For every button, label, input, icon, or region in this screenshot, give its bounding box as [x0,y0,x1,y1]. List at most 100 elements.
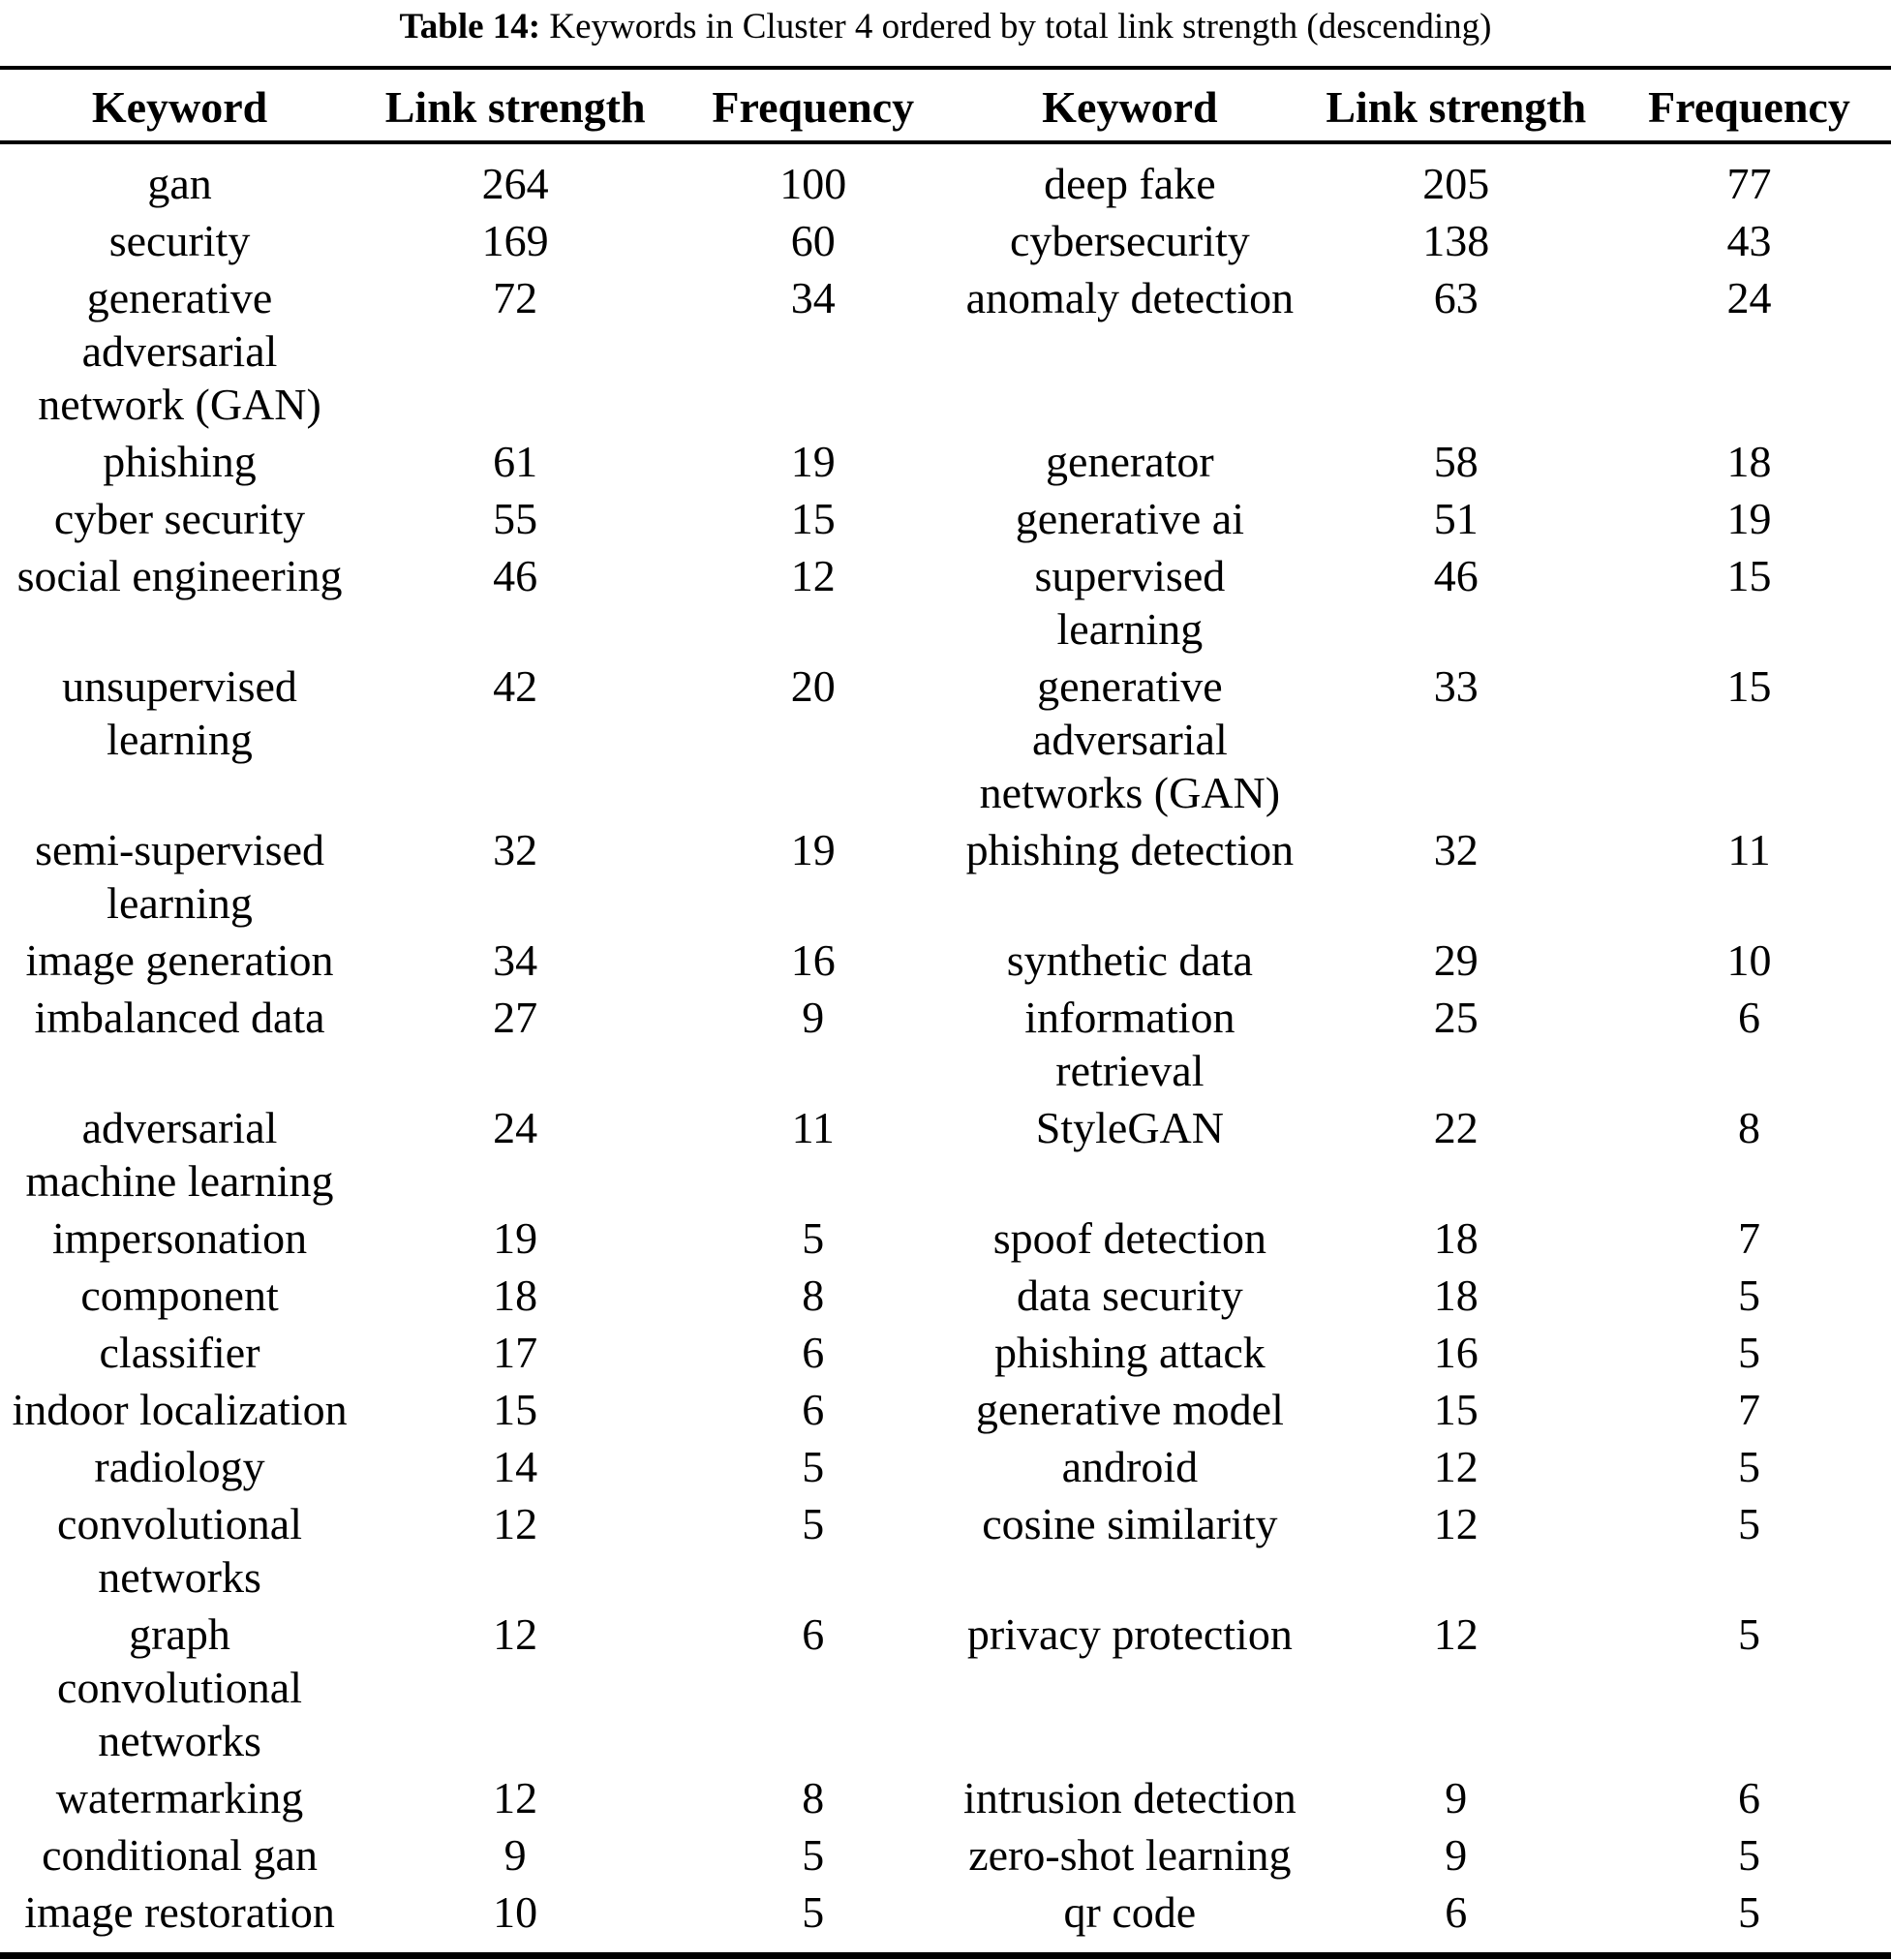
link-strength-cell: 51 [1433,494,1479,543]
link-strength-cell: 14 [493,1442,538,1491]
frequency-cell: 6 [1738,993,1760,1042]
table-row: semi-supervised learning 32 19 phishing det… [0,823,1891,934]
link-strength-cell: 12 [493,1773,538,1822]
keyword-cell: information retrieval [1024,993,1235,1095]
keyword-cell: cybersecurity [1009,216,1250,265]
keyword-cell: android [1061,1442,1199,1491]
header-link-strength-left: Link strength [359,70,672,144]
keyword-cell: semi-supervised learning [35,825,324,928]
frequency-cell: 18 [1726,437,1772,486]
frequency-cell: 77 [1726,159,1772,208]
header-keyword-left: Keyword [0,70,360,144]
keyword-cell: intrusion detection [963,1773,1296,1822]
keyword-cell: synthetic data [1006,935,1253,985]
table-row: cyber security 55 15 generative ai 51 19 [0,492,1891,549]
frequency-cell: 11 [1727,825,1771,874]
link-strength-cell: 138 [1422,216,1490,265]
link-strength-cell: 15 [1433,1385,1479,1434]
link-strength-cell: 27 [493,993,538,1042]
link-strength-cell: 12 [1433,1609,1479,1659]
table-row: watermarking 12 8 intrusion detection 9 6 [0,1771,1891,1828]
frequency-cell: 60 [790,216,836,265]
frequency-cell: 5 [802,1830,825,1880]
table-row: generative adversarial network (GAN) 72 34… [0,271,1891,435]
table-top-rule [0,66,1891,70]
frequency-cell: 5 [802,1499,825,1548]
link-strength-cell: 17 [493,1328,538,1377]
header-keyword-right: Keyword [955,70,1305,144]
link-strength-cell: 15 [493,1385,538,1434]
frequency-cell: 34 [790,273,836,322]
keyword-cell: imbalanced data [34,993,325,1042]
link-strength-cell: 19 [493,1213,538,1263]
table-row: social engineering 46 12 supervised learnin… [0,549,1891,659]
frequency-cell: 5 [802,1887,825,1937]
link-strength-cell: 264 [481,159,549,208]
table-row: impersonation 19 5 spoof detection 18 7 [0,1211,1891,1269]
keyword-cell: supervised learning [1034,551,1226,654]
link-strength-cell: 55 [493,494,538,543]
frequency-cell: 20 [790,661,836,711]
frequency-cell: 19 [790,825,836,874]
link-strength-cell: 16 [1433,1328,1479,1377]
keyword-cell: indoor localization [12,1385,348,1434]
keyword-cell: convolutional networks [57,1499,303,1602]
keyword-cell: conditional gan [42,1830,318,1880]
frequency-cell: 100 [779,159,847,208]
table-row: image restoration 10 5 qr code 6 5 [0,1885,1891,1956]
table-row: adversarial machine learning 24 11 StyleGAN… [0,1101,1891,1211]
keyword-cell: impersonation [51,1213,308,1263]
table-row: radiology 14 5 android 12 5 [0,1440,1891,1497]
frequency-cell: 9 [802,993,825,1042]
table-row: conditional gan 9 5 zero-shot learning 9 5 [0,1828,1891,1885]
link-strength-cell: 205 [1422,159,1490,208]
keyword-cell: cyber security [53,494,306,543]
frequency-cell: 5 [1738,1442,1760,1491]
table-row: security 169 60 cybersecurity 138 43 [0,214,1891,271]
link-strength-cell: 29 [1433,935,1479,985]
link-strength-cell: 9 [503,1830,527,1880]
keyword-cell: image restoration [24,1887,335,1937]
link-strength-cell: 34 [493,935,538,985]
keyword-cell: anomaly detection [965,273,1295,322]
table-row: convolutional networks 12 5 cosine similari… [0,1497,1891,1608]
frequency-cell: 5 [1738,1887,1760,1937]
link-strength-cell: 24 [493,1103,538,1152]
keyword-cell: generative ai [1015,494,1244,543]
keyword-cell: privacy protection [966,1609,1293,1659]
link-strength-cell: 10 [493,1887,538,1937]
keyword-cell: deep fake [1044,159,1216,208]
frequency-cell: 5 [1738,1830,1760,1880]
keyword-cell: phishing detection [965,825,1295,874]
frequency-cell: 7 [1738,1213,1760,1263]
frequency-cell: 15 [1726,661,1772,711]
keyword-cell: zero-shot learning [968,1830,1292,1880]
frequency-cell: 5 [802,1442,825,1491]
link-strength-cell: 46 [1433,551,1479,600]
keyword-cell: security [108,216,251,265]
link-strength-cell: 32 [1433,825,1479,874]
frequency-cell: 5 [802,1213,825,1263]
header-row: Keyword Link strength Frequency Keyword … [0,70,1891,144]
link-strength-cell: 18 [1433,1213,1479,1263]
table-row: phishing 61 19 generator 58 18 [0,435,1891,492]
frequency-cell: 6 [802,1609,825,1659]
link-strength-cell: 33 [1433,661,1479,711]
keyword-cell: generative model [975,1385,1284,1434]
link-strength-cell: 22 [1433,1103,1479,1152]
link-strength-cell: 12 [1433,1499,1479,1548]
keyword-cell: classifier [99,1328,260,1377]
frequency-cell: 8 [1738,1103,1760,1152]
link-strength-cell: 63 [1433,273,1479,322]
header-frequency-right: Frequency [1607,70,1891,144]
frequency-cell: 6 [1738,1773,1760,1822]
keyword-cell: adversarial machine learning [25,1103,334,1206]
frequency-cell: 12 [790,551,836,600]
keyword-cell: unsupervised learning [62,661,297,764]
frequency-cell: 19 [790,437,836,486]
header-link-strength-right: Link strength [1304,70,1607,144]
table-caption: Table 14: Keywords in Cluster 4 ordered … [0,0,1891,48]
link-strength-cell: 9 [1445,1773,1468,1822]
keyword-cell: image generation [25,935,334,985]
